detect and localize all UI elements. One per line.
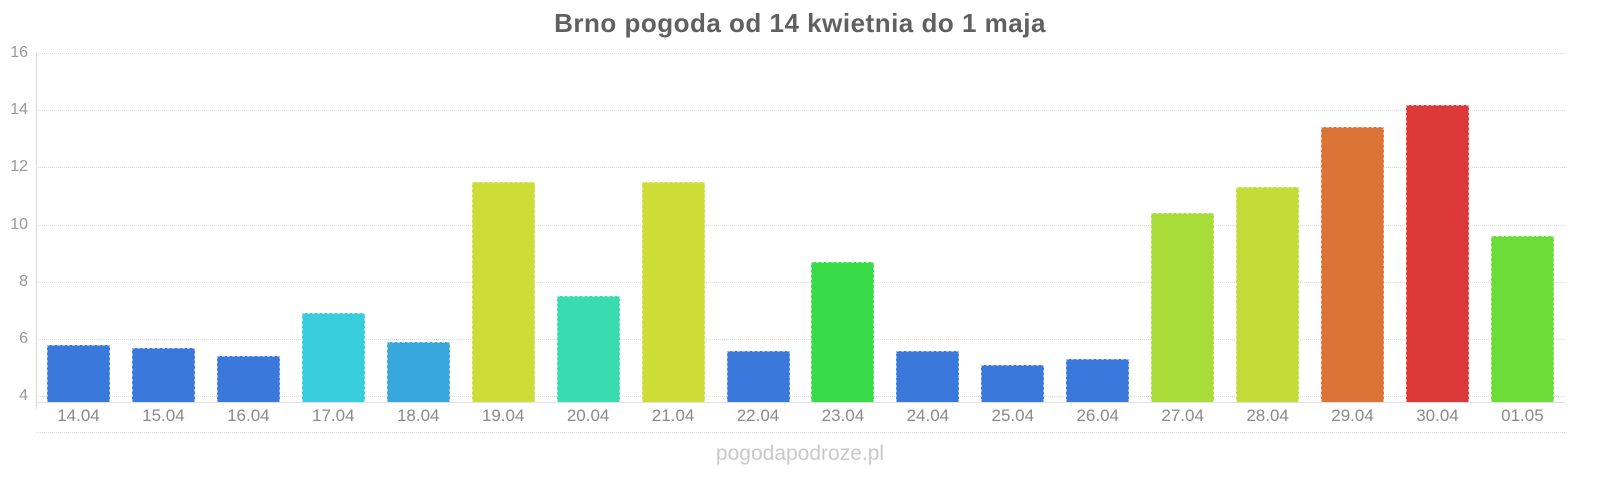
bar-14.04[interactable] <box>46 344 110 402</box>
bar-19.04[interactable] <box>471 181 535 402</box>
gridline <box>36 281 1565 283</box>
bar-22.04[interactable] <box>726 350 790 402</box>
x-tick-label: 25.04 <box>991 406 1035 425</box>
x-tick-label: 26.04 <box>1076 406 1119 425</box>
chart-title: Brno pogoda od 14 kwietnia do 1 maja <box>554 8 1046 38</box>
plot-area <box>36 53 1565 403</box>
bar-16.04[interactable] <box>216 356 280 402</box>
bar-26.04[interactable] <box>1066 359 1130 402</box>
x-axis-labels: 14.04 15.04 16.04 17.04 18.04 19.04 20.04 21.04… <box>36 406 1565 428</box>
x-tick-label: 19.04 <box>481 406 525 425</box>
y-tick-label: 16 <box>10 44 28 61</box>
watermark: pogodapodroze.pl <box>715 442 885 465</box>
gridline <box>36 53 1565 54</box>
x-tick-label: 28.04 <box>1246 406 1289 425</box>
bar-21.04[interactable] <box>641 181 705 402</box>
gridline <box>36 110 1565 112</box>
bar-24.04[interactable] <box>896 350 960 402</box>
x-tick-label: 27.04 <box>1161 406 1204 425</box>
bar-15.04[interactable] <box>131 347 195 402</box>
y-tick-label: 10 <box>10 215 28 233</box>
bar-01.05[interactable] <box>1491 236 1555 402</box>
bar-27.04[interactable] <box>1151 213 1215 402</box>
bar-29.04[interactable] <box>1321 127 1385 402</box>
gridline <box>36 224 1565 226</box>
y-axis-line <box>36 53 37 409</box>
bar-17.04[interactable] <box>301 313 365 402</box>
x-tick-label: 23.04 <box>821 406 865 425</box>
x-tick-label: 17.04 <box>312 406 355 425</box>
bar-25.04[interactable] <box>981 364 1045 402</box>
x-tick-label: 15.04 <box>142 406 185 425</box>
x-tick-label: 18.04 <box>396 406 440 425</box>
x-tick-label: 22.04 <box>736 406 780 425</box>
x-tick-label: 29.04 <box>1331 406 1374 425</box>
footer-divider <box>36 432 1565 433</box>
bar-20.04[interactable] <box>556 296 620 402</box>
x-tick-label: 24.04 <box>906 406 950 425</box>
bar-23.04[interactable] <box>811 261 875 402</box>
x-tick-label: 14.04 <box>57 406 100 425</box>
x-tick-label: 01.05 <box>1501 406 1544 425</box>
y-tick-label: 14 <box>10 101 28 119</box>
bar-28.04[interactable] <box>1236 187 1300 402</box>
x-tick-label: 21.04 <box>651 406 695 425</box>
bar-18.04[interactable] <box>386 341 450 402</box>
gridline <box>36 339 1565 341</box>
x-tick-label: 30.04 <box>1416 406 1459 425</box>
bar-30.04[interactable] <box>1406 104 1470 402</box>
gridline <box>36 396 1565 398</box>
gridline <box>36 167 1565 169</box>
y-tick-label: 4 <box>19 387 28 405</box>
y-tick-label: 8 <box>19 272 28 290</box>
x-tick-label: 20.04 <box>566 406 610 425</box>
x-tick-label: 16.04 <box>227 406 270 425</box>
y-tick-label: 12 <box>10 158 28 176</box>
y-tick-label: 6 <box>19 330 28 348</box>
